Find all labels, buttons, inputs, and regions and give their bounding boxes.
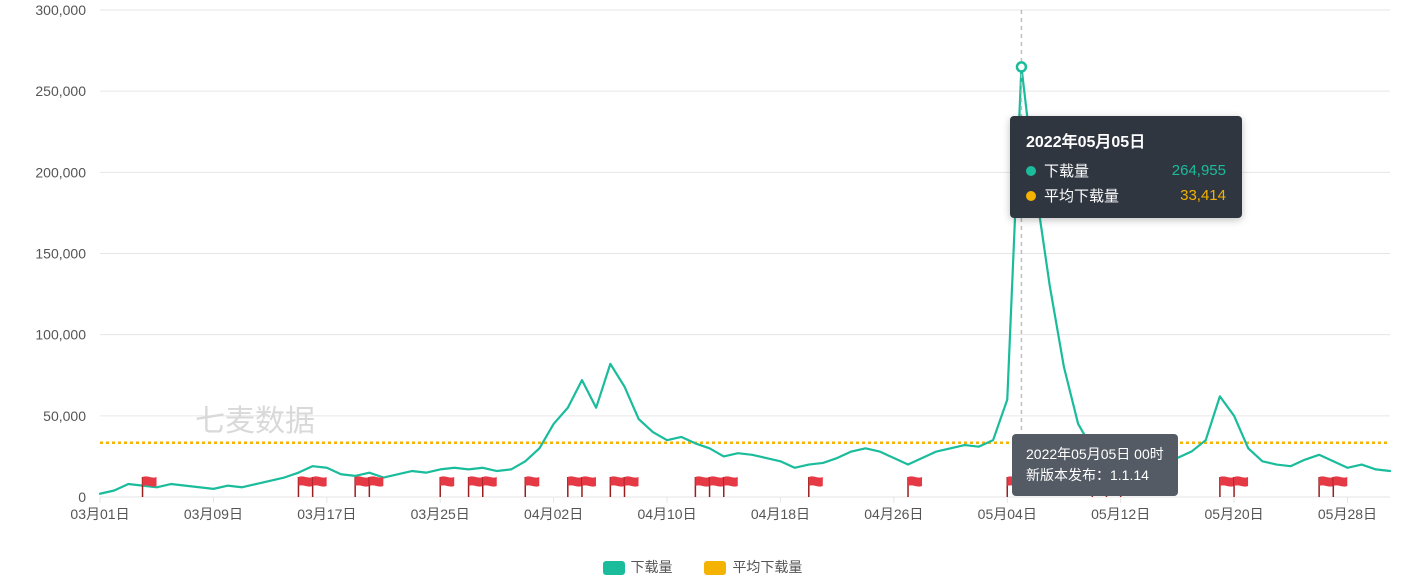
tooltip-series1-dot: [1026, 166, 1036, 176]
tooltip-series1-value: 264,955: [1172, 162, 1226, 179]
y-tick-label: 200,000: [35, 164, 86, 180]
x-tick-label: 05月04日: [978, 506, 1037, 522]
release-flag-icon[interactable]: [469, 476, 483, 497]
release-flag-icon[interactable]: [610, 476, 624, 497]
legend-swatch-downloads: [603, 561, 625, 575]
x-tick-label: 05月20日: [1204, 506, 1263, 522]
watermark: 七麦数据: [195, 405, 315, 438]
release-flag-icon[interactable]: [1234, 476, 1248, 497]
release-flag-icon[interactable]: [369, 476, 383, 497]
legend-label-avg: 平均下载量: [732, 559, 802, 575]
line-chart: 0 50,000 100,000 150,000 200,000 250,000 300,0…: [0, 0, 1405, 581]
x-tick-label: 03月01日: [70, 506, 129, 522]
tooltip-series1-label: 下载量: [1044, 160, 1089, 181]
x-tick-label: 04月02日: [524, 506, 583, 522]
release-flag-icon[interactable]: [724, 476, 738, 497]
x-tick-label: 05月12日: [1091, 506, 1150, 522]
x-tick-label: 05月28日: [1318, 506, 1377, 522]
release-flag-icon[interactable]: [908, 476, 922, 497]
release-flag-icon[interactable]: [1319, 476, 1333, 497]
legend-item-downloads[interactable]: 下载量: [603, 557, 673, 577]
release-flag-icon[interactable]: [695, 476, 709, 497]
x-tick-label: 03月17日: [297, 506, 356, 522]
release-flag-icon[interactable]: [313, 476, 327, 497]
y-tick-label: 0: [78, 489, 86, 505]
x-tick-label: 04月26日: [864, 506, 923, 522]
release-flag-icon[interactable]: [440, 476, 454, 497]
tooltip-date: 2022年05月05日: [1026, 128, 1226, 152]
x-tick-label: 03月09日: [184, 506, 243, 522]
release-flag-icon[interactable]: [582, 476, 596, 497]
legend: 下载量 平均下载量: [0, 557, 1405, 577]
legend-item-avg[interactable]: 平均下载量: [704, 557, 802, 577]
event-annotation: 2022年05月05日 00时 新版本发布：1.1.14: [1012, 434, 1178, 496]
tooltip-series2-dot: [1026, 191, 1036, 201]
legend-swatch-avg: [704, 561, 726, 575]
release-flag-icon[interactable]: [809, 476, 823, 497]
x-tick-label: 04月18日: [751, 506, 810, 522]
tooltip: 2022年05月05日 下载量 264,955 平均下载量 33,414: [1010, 116, 1242, 218]
y-tick-label: 150,000: [35, 246, 86, 262]
tooltip-series2-label: 平均下载量: [1044, 185, 1119, 206]
y-tick-label: 50,000: [43, 408, 86, 424]
release-flag-icon[interactable]: [355, 476, 369, 497]
y-tick-label: 250,000: [35, 83, 86, 99]
release-flag-icon[interactable]: [298, 476, 312, 497]
x-tick-label: 04月10日: [637, 506, 696, 522]
release-flag-icon[interactable]: [710, 476, 724, 497]
x-tick-label: 03月25日: [411, 506, 470, 522]
release-flag-icon[interactable]: [1333, 476, 1347, 497]
y-tick-label: 300,000: [35, 2, 86, 18]
highlight-marker: [1017, 62, 1026, 71]
release-flag-icon[interactable]: [1220, 476, 1234, 497]
event-time: 2022年05月05日 00时: [1026, 444, 1164, 465]
tooltip-series2-value: 33,414: [1180, 187, 1226, 204]
release-flag-icon[interactable]: [525, 476, 539, 497]
y-tick-label: 100,000: [35, 327, 86, 343]
release-flag-icon[interactable]: [483, 476, 497, 497]
legend-label-downloads: 下载量: [631, 559, 673, 575]
event-text: 新版本发布：1.1.14: [1026, 465, 1164, 486]
release-flag-icon[interactable]: [625, 476, 639, 497]
release-flag-icon[interactable]: [568, 476, 582, 497]
